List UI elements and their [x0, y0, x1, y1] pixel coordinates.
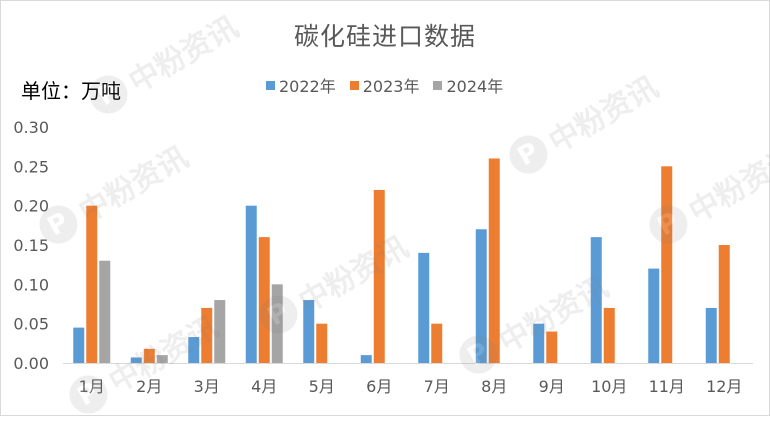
bar-2023年-9月 — [546, 331, 558, 363]
bar-2022年-3月 — [188, 337, 200, 363]
bar-2022年-7月 — [418, 252, 430, 363]
bar-2022年-2月 — [130, 357, 142, 363]
x-tick-label: 12月 — [706, 377, 742, 396]
x-tick-label: 8月 — [481, 377, 507, 396]
bar-2023年-1月 — [86, 205, 98, 363]
bar-2023年-8月 — [488, 158, 500, 363]
legend-label-2022: 2022年 — [279, 77, 336, 96]
legend: 2022年 2023年 2024年 — [266, 74, 503, 96]
x-tick-label: 11月 — [649, 377, 685, 396]
y-tick-label: 0.00 — [13, 354, 49, 373]
legend-label-2024: 2024年 — [446, 77, 504, 96]
bar-2022年-4月 — [245, 205, 257, 363]
legend-swatch-2023 — [349, 80, 359, 90]
bar-2023年-12月 — [718, 245, 730, 363]
unit-label: 单位：万吨 — [21, 79, 121, 103]
y-tick-label: 0.20 — [13, 197, 49, 216]
x-tick-label: 6月 — [366, 377, 392, 396]
chart-title: 碳化硅进口数据 — [293, 22, 476, 51]
bar-2022年-1月 — [73, 327, 85, 363]
bar-2022年-10月 — [590, 237, 602, 363]
x-tick-label: 3月 — [194, 377, 220, 396]
bar-2024年-2月 — [156, 355, 168, 363]
y-tick-label: 0.15 — [13, 236, 49, 255]
x-tick-label: 5月 — [309, 377, 335, 396]
bar-2023年-6月 — [373, 189, 385, 363]
bar-2022年-11月 — [648, 268, 660, 363]
y-tick-label: 0.05 — [13, 315, 49, 334]
bar-2022年-6月 — [360, 355, 372, 363]
bar-2024年-4月 — [271, 284, 283, 363]
legend-item-2022: 2022年 — [266, 73, 336, 97]
x-tick-label: 2月 — [136, 377, 162, 396]
bar-2024年-3月 — [214, 300, 226, 363]
x-tick-label: 10月 — [591, 377, 627, 396]
y-tick-label: 0.30 — [13, 118, 49, 137]
legend-swatch-2022 — [266, 80, 275, 90]
bar-2023年-3月 — [201, 307, 213, 363]
bar-2023年-2月 — [143, 348, 155, 363]
legend-swatch-2024 — [433, 80, 443, 90]
legend-item-2023: 2023年 — [349, 73, 420, 97]
bar-2023年-10月 — [603, 307, 615, 363]
plot-area: 0.00 0.05 0.10 0.15 0.20 0.25 0.30 1月 2月 3月 4月 5月 6月… — [13, 118, 753, 396]
y-tick-label: 0.25 — [13, 157, 49, 176]
bar-2023年-5月 — [316, 323, 328, 363]
x-tick-label: 7月 — [424, 377, 450, 396]
bar-2022年-12月 — [705, 307, 717, 363]
legend-item-2024: 2024年 — [433, 73, 503, 97]
bar-2024年-1月 — [99, 260, 111, 363]
bar-2023年-11月 — [661, 166, 673, 363]
legend-label-2023: 2023年 — [362, 77, 420, 96]
x-tick-label: 1月 — [79, 377, 105, 396]
bar-2022年-8月 — [475, 229, 487, 363]
bar-2023年-4月 — [258, 237, 270, 363]
y-tick-label: 0.10 — [13, 275, 49, 294]
x-tick-label: 9月 — [539, 377, 565, 396]
x-tick-label: 4月 — [251, 377, 277, 396]
bar-2022年-5月 — [303, 300, 315, 363]
bar-2022年-9月 — [533, 323, 545, 363]
bar-2023年-7月 — [431, 323, 443, 363]
